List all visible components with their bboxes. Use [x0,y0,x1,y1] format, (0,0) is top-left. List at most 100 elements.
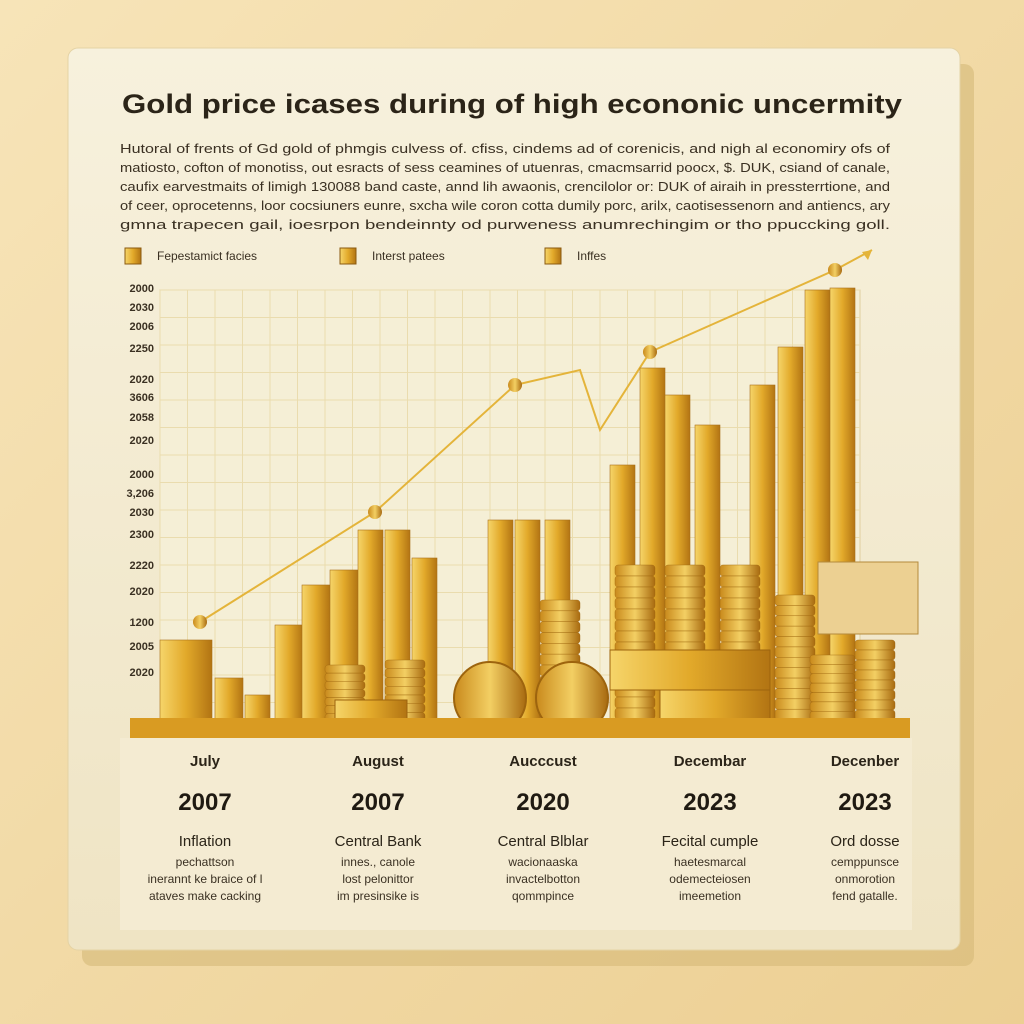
coin-stack [809,654,856,665]
y-label: 2020 [130,667,154,679]
coin-stack [774,657,816,668]
coin-stack [384,686,426,696]
timeline-line: fend gatalle. [832,889,897,903]
y-label: 2250 [130,343,154,355]
coin-stack [774,688,816,700]
y-label: 3606 [130,392,154,404]
timeline-line: pechattson [176,855,235,869]
legend-label: Inffes [577,249,606,263]
coin-stack [664,575,706,588]
legend-label: Interst patees [372,249,445,263]
timeline-line: ataves make cacking [149,889,261,903]
trend-line [199,249,873,623]
y-label: 2020 [130,435,154,447]
coin-stack [854,649,896,661]
gold-bars [130,263,919,738]
description-line: matiosto, cofton of monotiss, out esract… [120,161,890,175]
gold-ingot [334,699,408,721]
coin-stack [854,679,896,691]
y-label: 3,206 [126,488,154,500]
legend-swatch [339,247,357,265]
timeline-line: haetesmarcal [674,855,746,869]
trend-point [643,345,657,359]
coin-stack [719,619,761,632]
coin-stack [774,667,816,679]
timeline-line: wacionaaska [507,855,578,869]
coin-stack [719,608,761,621]
coin-stack [324,689,366,698]
trend-arrow [862,250,872,260]
timeline-line: lost pelonittor [342,872,413,886]
timeline-panel [120,738,912,930]
coin-stack [384,677,426,687]
coin-stack [324,672,366,682]
trend-point [368,505,382,519]
coin-stack [664,630,706,643]
coin-stack [719,597,761,610]
legend-swatch [544,247,562,265]
coin-stack [539,610,581,622]
trend-point [828,263,842,277]
title: Gold price icases during of high econoni… [122,89,902,119]
y-label: 2020 [130,374,154,386]
coin-stack [384,659,426,669]
texts: Gold price icases during of high econoni… [120,89,902,903]
timeline-month: Decenber [831,753,900,770]
coin-stack [539,632,581,644]
coin-stack [614,597,656,610]
timeline-month: August [352,753,404,770]
coin-stack [614,696,656,709]
coin-stack [774,594,816,606]
coin-stack [809,682,856,693]
timeline-month: July [190,753,221,770]
coin-stack [384,668,426,678]
coin-stack [809,692,856,703]
gift-box [817,561,919,635]
description-line: Hutoral of frents of Gd gold of phmgis c… [120,142,891,156]
coin-stack [614,575,656,588]
y-label: 2300 [130,529,154,541]
y-label: 2220 [130,560,154,572]
timeline-heading: Ord dosse [830,833,899,850]
coin-stack [854,639,896,651]
trend-point [508,378,522,392]
coin-stack [854,699,896,711]
timeline-line: qommpince [512,889,574,903]
description-line: of ceer, oprocetenns, loor cocsiuners eu… [120,199,891,213]
gold-bar [159,639,213,731]
coin-stack [809,701,856,712]
coin-stack [664,564,706,577]
y-label: 2030 [130,507,154,519]
timeline-line: odemecteiosen [669,872,750,886]
coin-stack [719,564,761,577]
timeline-line: invactelbotton [506,872,580,886]
coin-stack [854,669,896,681]
y-label: 2006 [130,321,154,333]
coin-stack [719,586,761,599]
timeline-year: 2007 [351,789,404,816]
y-label: 2058 [130,412,154,424]
coin-stack [854,659,896,671]
coin-stack [324,681,366,690]
coin-stack [719,630,761,643]
y-label: 2030 [130,302,154,314]
coin-stack [774,677,816,689]
timeline-year: 2023 [838,789,891,816]
coin-stack [809,664,856,674]
coin-stack [854,689,896,701]
trend-point [193,615,207,629]
legend-swatch [124,247,142,265]
y-label: 2005 [130,641,154,653]
legend-label: Fepestamict facies [157,249,257,263]
y-label: 2020 [130,586,154,598]
timeline-line: inerannt ke braice of l [148,872,263,886]
timeline-heading: Central Bank [335,833,422,850]
coin-stack [774,698,816,710]
coin-stack [809,673,856,684]
timeline-year: 2023 [683,789,736,816]
timeline-line: imeemetion [679,889,741,903]
coin-stack [664,586,706,599]
coin-stack [774,625,816,637]
